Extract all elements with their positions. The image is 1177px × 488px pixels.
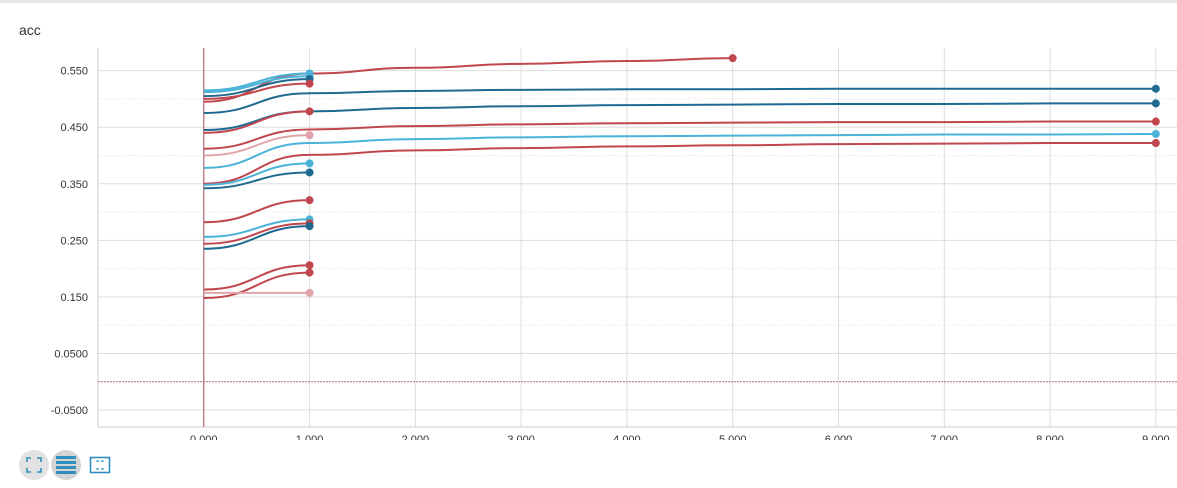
series-line-14	[203, 199, 310, 224]
x-tick-label: 2.000	[402, 434, 430, 440]
series-line-17	[203, 225, 310, 250]
series-line-2	[203, 75, 310, 94]
line-chart[interactable]: 0.550 0.450 0.350 0.250 0.150 0.0500 -0.0500 0…	[0, 0, 1177, 440]
toggle-selection-icon	[89, 456, 111, 474]
x-tick-label: 4.000	[613, 434, 641, 440]
series-line-3	[203, 78, 310, 98]
series-end-markers	[305, 54, 1160, 297]
series-end-marker-19	[305, 268, 314, 277]
series-end-marker-5	[1151, 84, 1160, 93]
series-line-13	[203, 171, 310, 190]
series-line-12	[203, 162, 310, 186]
series-end-marker-0	[728, 54, 737, 63]
y-tick-labels: 0.550 0.450 0.350 0.250 0.150 0.0500 -0.0500	[51, 66, 88, 417]
x-tick-label: 5.000	[719, 434, 747, 440]
fit-domain-icon	[26, 457, 42, 473]
series-lines	[203, 57, 1156, 300]
series-end-marker-12	[305, 159, 314, 168]
series-line-7	[203, 110, 310, 134]
series-end-marker-11	[1151, 139, 1160, 148]
series-line-16	[203, 222, 310, 245]
y-tick-label: 0.0500	[54, 348, 88, 360]
series-end-marker-6	[1151, 99, 1160, 108]
series-line-15	[203, 218, 310, 238]
y-tick-label: 0.250	[60, 235, 88, 247]
toggle-log-scale-button[interactable]	[51, 450, 81, 480]
x-tick-label: 3.000	[507, 434, 535, 440]
series-end-marker-18	[305, 261, 314, 270]
series-end-marker-9	[305, 131, 314, 140]
series-line-1	[203, 72, 310, 92]
chart-title: acc	[19, 22, 41, 38]
series-end-marker-17	[305, 222, 314, 231]
x-tick-label: 9.000	[1142, 434, 1170, 440]
series-end-marker-13	[305, 168, 314, 177]
fit-domain-button[interactable]	[19, 450, 49, 480]
series-end-marker-4	[305, 79, 314, 88]
y-tick-label: 0.550	[60, 66, 88, 78]
x-tick-label: 1.000	[296, 434, 324, 440]
series-line-18	[203, 264, 310, 291]
series-line-11	[203, 142, 1156, 185]
y-tick-label: 0.450	[60, 122, 88, 134]
toggle-log-scale-icon	[56, 456, 76, 474]
series-end-marker-20	[305, 288, 314, 297]
x-tick-label: 6.000	[825, 434, 853, 440]
series-line-9	[203, 134, 310, 157]
x-tick-label: 8.000	[1036, 434, 1064, 440]
series-line-6	[203, 102, 1156, 132]
x-tick-label: 7.000	[931, 434, 959, 440]
series-line-19	[203, 271, 310, 300]
series-line-5	[203, 87, 1156, 115]
series-line-10	[203, 132, 1156, 169]
toggle-selection-button[interactable]	[85, 450, 115, 480]
series-end-marker-7	[305, 107, 314, 116]
series-end-marker-14	[305, 196, 314, 205]
x-tick-label: 0.000	[190, 434, 218, 440]
y-tick-label: 0.150	[60, 292, 88, 304]
x-tick-labels: 0.000 1.000 2.000 3.000 4.000 5.000 6.000 7.000…	[190, 434, 1170, 440]
series-end-marker-10	[1151, 129, 1160, 138]
series-end-marker-8	[1151, 117, 1160, 126]
top-border	[0, 0, 1177, 3]
y-tick-label: -0.0500	[51, 405, 88, 417]
series-line-8	[203, 120, 1156, 150]
series-line-4	[203, 82, 310, 100]
y-tick-label: 0.350	[60, 179, 88, 191]
